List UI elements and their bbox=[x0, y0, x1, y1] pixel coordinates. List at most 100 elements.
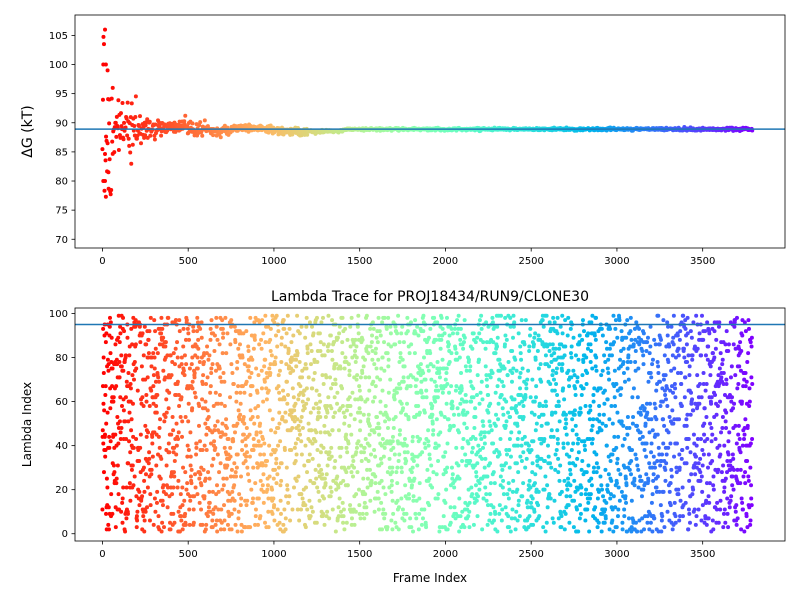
lambda-point bbox=[102, 408, 107, 413]
lambda-point bbox=[456, 412, 461, 417]
lambda-point bbox=[619, 329, 624, 334]
lambda-point bbox=[495, 384, 500, 389]
lambda-point bbox=[517, 514, 522, 519]
lambda-point bbox=[620, 443, 625, 448]
lambda-point bbox=[716, 467, 721, 472]
lambda-point bbox=[555, 392, 560, 397]
lambda-point bbox=[246, 348, 251, 353]
lambda-point bbox=[270, 417, 275, 422]
lambda-point bbox=[602, 353, 607, 358]
lambda-point bbox=[548, 496, 553, 501]
lambda-point bbox=[345, 337, 350, 342]
lambda-point bbox=[634, 423, 639, 428]
lambda-point bbox=[150, 434, 155, 439]
lambda-point bbox=[130, 401, 135, 406]
lambda-point bbox=[322, 496, 327, 501]
lambda-point bbox=[292, 445, 297, 450]
lambda-point bbox=[453, 346, 458, 351]
lambda-point bbox=[653, 406, 658, 411]
lambda-point bbox=[139, 364, 144, 369]
lambda-point bbox=[157, 426, 162, 431]
lambda-point bbox=[710, 351, 715, 356]
lambda-point bbox=[455, 406, 460, 411]
lambda-point bbox=[642, 406, 647, 411]
lambda-point bbox=[484, 377, 489, 382]
lambda-point bbox=[228, 445, 233, 450]
lambda-point bbox=[129, 326, 134, 331]
lambda-point bbox=[302, 463, 307, 468]
lambda-point bbox=[499, 313, 503, 318]
lambda-point bbox=[517, 375, 522, 380]
lambda-point bbox=[489, 428, 494, 433]
lambda-point bbox=[533, 357, 538, 362]
lambda-point bbox=[345, 450, 350, 455]
lambda-point bbox=[113, 342, 118, 347]
lambda-point bbox=[359, 397, 364, 402]
lambda-point bbox=[261, 399, 266, 404]
lambda-point bbox=[724, 426, 729, 431]
lambda-point bbox=[703, 388, 708, 393]
lambda-point bbox=[285, 487, 290, 492]
lambda-point bbox=[650, 357, 655, 362]
lambda-point bbox=[408, 320, 413, 325]
lambda-point bbox=[224, 351, 229, 356]
lambda-point bbox=[693, 522, 698, 527]
lambda-point bbox=[429, 463, 434, 468]
lambda-point bbox=[296, 397, 301, 402]
lambda-point bbox=[601, 412, 606, 417]
lambda-point bbox=[310, 456, 315, 461]
lambda-point bbox=[704, 381, 709, 386]
lambda-point bbox=[263, 520, 268, 525]
lambda-point bbox=[305, 346, 310, 351]
lambda-point bbox=[564, 432, 569, 437]
lambda-point bbox=[191, 329, 196, 334]
lambda-point bbox=[273, 430, 278, 435]
lambda-point bbox=[219, 507, 224, 512]
lambda-point bbox=[440, 390, 445, 395]
lambda-point bbox=[477, 481, 482, 486]
lambda-point bbox=[198, 439, 203, 444]
lambda-point bbox=[639, 478, 644, 483]
lambda-point bbox=[461, 346, 466, 351]
lambda-point bbox=[131, 434, 136, 439]
lambda-point bbox=[370, 333, 375, 338]
lambda-point bbox=[663, 478, 668, 483]
lambda-point bbox=[317, 331, 322, 336]
lambda-point bbox=[589, 320, 594, 325]
lambda-point bbox=[429, 377, 434, 382]
lambda-point bbox=[609, 353, 614, 358]
lambda-point bbox=[174, 318, 179, 323]
lambda-point bbox=[681, 313, 686, 318]
lambda-point bbox=[307, 320, 312, 325]
lambda-point bbox=[411, 529, 416, 534]
lambda-point bbox=[354, 450, 359, 455]
lambda-point bbox=[159, 315, 164, 320]
lambda-point bbox=[607, 417, 612, 422]
lambda-point bbox=[652, 337, 657, 342]
lambda-point bbox=[342, 415, 347, 420]
lambda-point bbox=[533, 472, 538, 477]
lambda-point bbox=[721, 511, 726, 516]
dg-point bbox=[133, 114, 138, 119]
lambda-point bbox=[583, 518, 588, 523]
lambda-point bbox=[704, 415, 709, 420]
lambda-point bbox=[390, 439, 395, 444]
lambda-point bbox=[204, 381, 209, 386]
lambda-point bbox=[241, 415, 246, 420]
lambda-point bbox=[426, 443, 431, 448]
lambda-point bbox=[651, 454, 656, 459]
lambda-point bbox=[682, 395, 687, 400]
lambda-point bbox=[613, 404, 618, 409]
lambda-point bbox=[617, 318, 622, 323]
lambda-point bbox=[330, 507, 335, 512]
lambda-point bbox=[615, 456, 620, 461]
lambda-point bbox=[690, 353, 695, 358]
lambda-point bbox=[631, 415, 636, 420]
lambda-point bbox=[176, 437, 181, 442]
lambda-point bbox=[348, 404, 353, 409]
lambda-point bbox=[100, 507, 105, 512]
lambda-point bbox=[207, 353, 212, 358]
lambda-point bbox=[688, 450, 693, 455]
lambda-point bbox=[458, 337, 463, 342]
lambda-point bbox=[506, 496, 511, 501]
